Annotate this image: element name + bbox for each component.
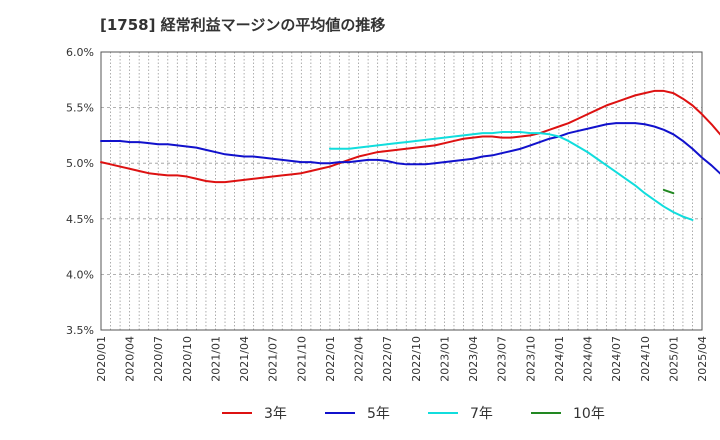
x-tick-label: 2025/01 (667, 336, 680, 382)
series-lines (100, 89, 720, 221)
plot-background (101, 52, 702, 330)
y-tick-label: 5.0% (66, 157, 94, 170)
series-line-3年 (100, 89, 720, 184)
x-tick-label: 2024/07 (610, 336, 623, 382)
series-line-7年 (328, 131, 694, 221)
x-tick-label: 2022/04 (353, 336, 366, 382)
y-tick-label: 4.0% (66, 268, 94, 281)
legend-label: 5年 (367, 406, 390, 422)
x-axis: 2020/01 2020/04 2020/07 2020/10 2021/01 2021/… (95, 336, 709, 382)
x-tick-label: 2020/10 (181, 336, 194, 382)
x-tick-label: 2025/04 (696, 336, 709, 382)
series-line-5年 (100, 122, 720, 175)
x-tick-label: 2024/01 (553, 336, 566, 382)
x-tick-label: 2021/07 (267, 336, 280, 382)
legend: 3年 5年 7年 10年 (222, 406, 605, 422)
x-tick-label: 2024/04 (582, 336, 595, 382)
x-tick-label: 2021/10 (295, 336, 308, 382)
x-tick-label: 2022/01 (324, 336, 337, 382)
legend-label: 3年 (264, 406, 287, 422)
y-axis: 3.5% 4.0% 4.5% 5.0% 5.5% 6.0% (66, 46, 94, 337)
x-tick-label: 2023/01 (438, 336, 451, 382)
plot-border (100, 51, 703, 331)
legend-label: 10年 (573, 406, 605, 422)
x-tick-label: 2023/10 (524, 336, 537, 382)
y-tick-label: 4.5% (66, 213, 94, 226)
x-tick-label: 2022/10 (410, 336, 423, 382)
x-tick-label: 2020/01 (95, 336, 108, 382)
series-line-10年 (662, 188, 675, 195)
x-tick-label: 2023/04 (467, 336, 480, 382)
y-tick-label: 6.0% (66, 46, 94, 59)
x-tick-label: 2020/07 (152, 336, 165, 382)
x-tick-label: 2020/04 (124, 336, 137, 382)
x-tick-label: 2022/07 (381, 336, 394, 382)
x-tick-label: 2021/01 (209, 336, 222, 382)
y-tick-label: 5.5% (66, 102, 94, 115)
x-tick-label: 2024/10 (639, 336, 652, 382)
x-tick-label: 2021/04 (238, 336, 251, 382)
plot-area (100, 51, 703, 331)
chart-title: [1758] 経常利益マージンの平均値の推移 (100, 16, 385, 34)
y-tick-label: 3.5% (66, 324, 94, 337)
legend-label: 7年 (470, 406, 493, 422)
x-tick-label: 2023/07 (496, 336, 509, 382)
